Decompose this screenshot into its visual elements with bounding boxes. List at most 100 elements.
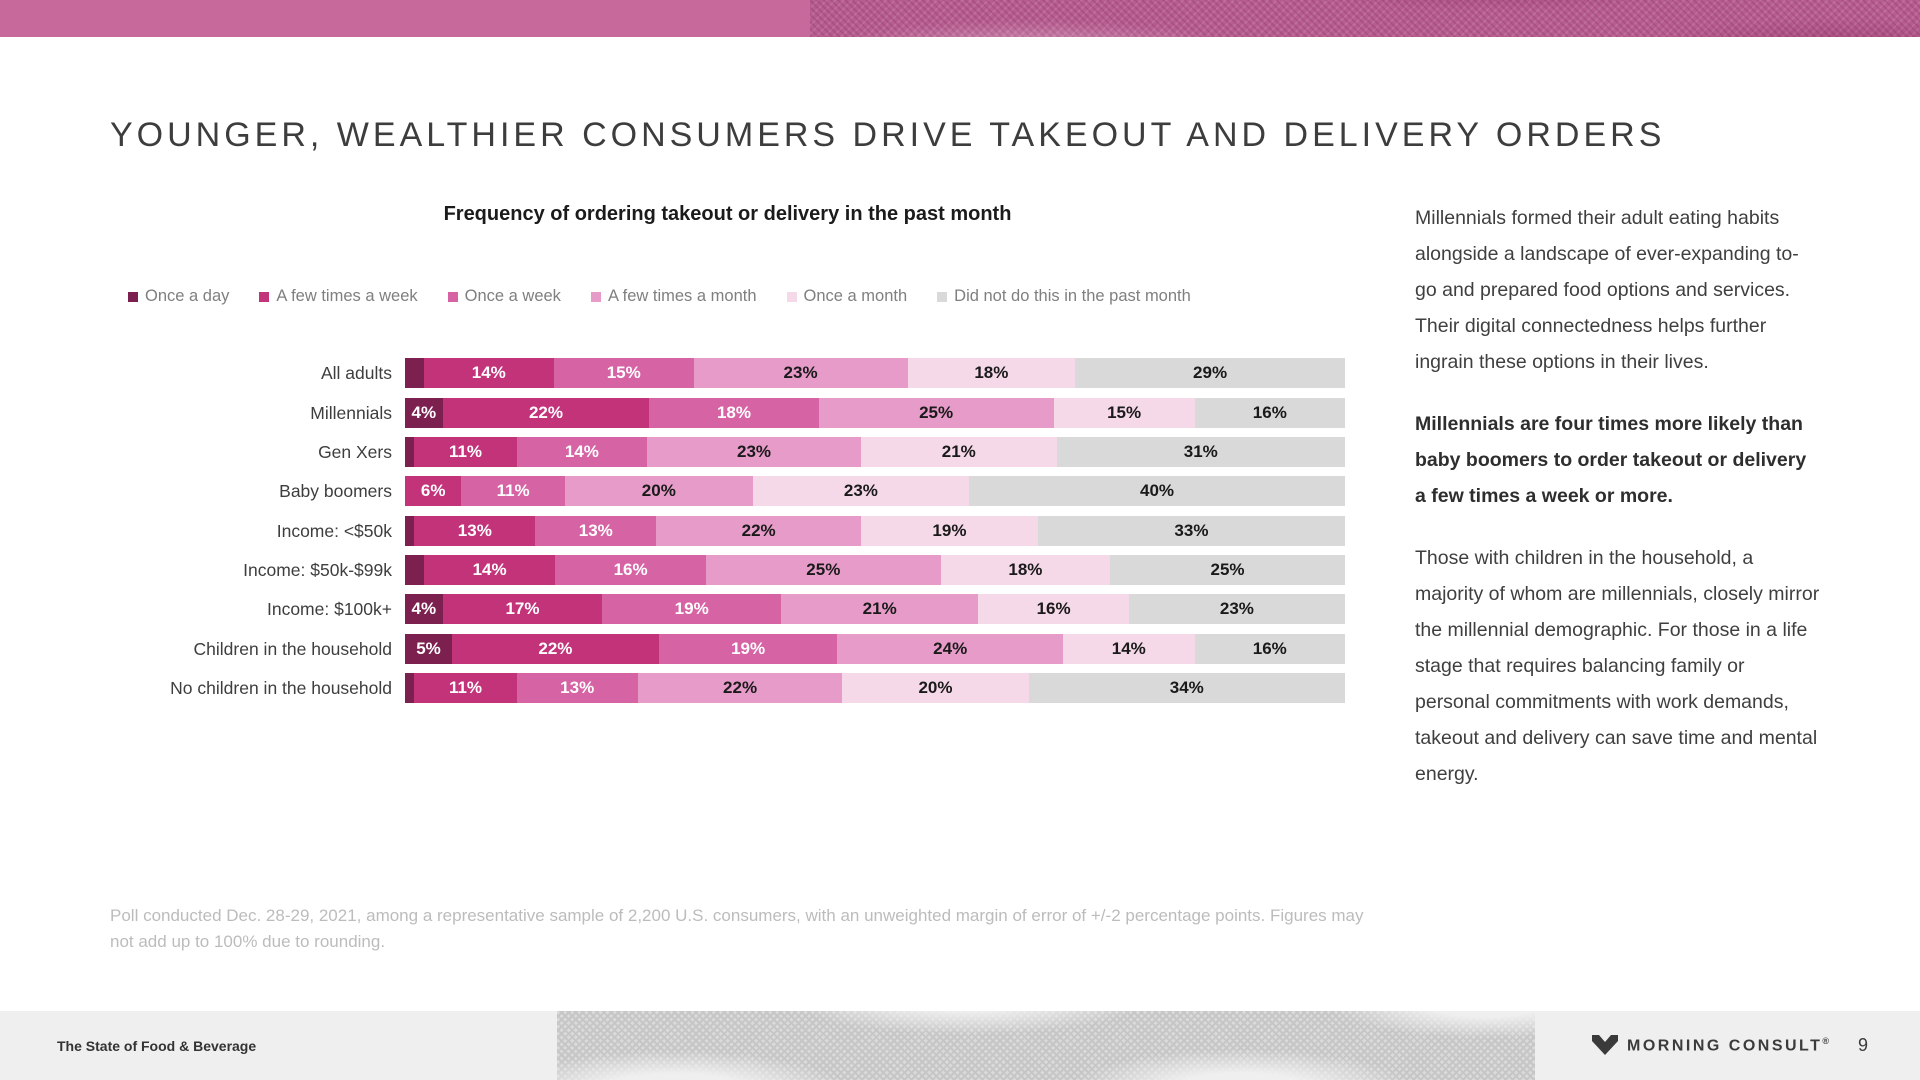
bar-segment: 15% [1053, 398, 1195, 428]
bar-segment: 29% [1075, 358, 1346, 388]
bar-segment: 16% [978, 594, 1129, 624]
bar-segment: 21% [861, 437, 1057, 467]
legend-swatch-icon [259, 291, 270, 302]
bar-row: All adults 14% 15% 23% 18% 29% [110, 358, 1346, 388]
bar-segment: 23% [646, 437, 862, 467]
bar-segment: 33% [1037, 516, 1345, 546]
bar-group: All adults 14% 15% 23% 18% 29% [110, 358, 1346, 388]
bar-row: Income: $50k-$99k 14% 16% 25% 18% 25% [110, 555, 1345, 585]
legend-swatch-icon [590, 291, 601, 302]
bar-group: Income: <$50k 13% 13% 22% 19% 33% Income: $50k… [110, 516, 1345, 624]
bar-segment [405, 516, 415, 546]
stacked-bar: 5% 22% 19% 24% 14% 16% [405, 634, 1345, 664]
bar-segment: 15% [553, 358, 694, 388]
bar-segment: 40% [969, 476, 1346, 506]
top-accent-pattern [810, 0, 1920, 37]
bar-row: Gen Xers 11% 14% 23% 21% 31% [110, 437, 1346, 467]
bar-segment: 14% [423, 358, 554, 388]
legend-label: Did not do this in the past month [954, 287, 1191, 305]
page-title: YOUNGER, WEALTHIER CONSUMERS DRIVE TAKEO… [110, 116, 1666, 154]
bar-segment: 4% [405, 594, 443, 624]
bar-segment: 25% [1110, 555, 1345, 585]
stacked-bar-chart: All adults 14% 15% 23% 18% 29% Millennials 4% 22… [110, 358, 1346, 713]
chart-title: Frequency of ordering takeout or deliver… [443, 203, 1012, 225]
brand-lockup: MORNING CONSULT® [1592, 1011, 1832, 1080]
bar-segment: 18% [649, 398, 819, 428]
bar-segment [405, 437, 415, 467]
bar-segment: 13% [516, 673, 638, 703]
report-name: The State of Food & Beverage [57, 1037, 257, 1054]
bar-segment: 14% [1062, 634, 1195, 664]
bar-row-label: Gen Xers [318, 442, 392, 462]
bar-group: Children in the household 5% 22% 19% 24% 14% 1… [110, 634, 1345, 703]
stacked-bar: 11% 13% 22% 20% 34% [405, 673, 1345, 703]
bar-segment: 22% [656, 516, 862, 546]
bar-row: Income: $100k+ 4% 17% 19% 21% 16% 23% [110, 594, 1345, 624]
bar-segment: 14% [423, 555, 556, 585]
stacked-bar: 11% 14% 23% 21% 31% [405, 437, 1346, 467]
bar-segment: 11% [414, 437, 517, 467]
bar-segment: 6% [405, 476, 462, 506]
bar-segment: 34% [1028, 673, 1345, 703]
stacked-bar: 14% 15% 23% 18% 29% [405, 358, 1346, 388]
bar-segment: 18% [907, 358, 1076, 388]
bar-segment: 24% [837, 634, 1063, 664]
bar-segment: 22% [452, 634, 659, 664]
bar-segment: 23% [752, 476, 970, 506]
bar-row-label: Income: <$50k [276, 521, 392, 541]
stacked-bar: 4% 17% 19% 21% 16% 23% [405, 594, 1345, 624]
bar-segment: 11% [461, 476, 565, 506]
bar-row-label: Income: $100k+ [266, 599, 392, 619]
brand-name: MORNING CONSULT® [1627, 1035, 1832, 1055]
top-accent-bar [0, 0, 1920, 37]
bar-segment: 19% [602, 594, 781, 624]
commentary-paragraph: Millennials formed their adult eating ha… [1415, 207, 1799, 373]
bar-segment: 13% [414, 516, 536, 546]
legend-item: Once a month [786, 287, 908, 306]
bar-row: Income: <$50k 13% 13% 22% 19% 33% [110, 516, 1345, 546]
bar-segment: 16% [555, 555, 706, 585]
bar-segment: 22% [442, 398, 650, 428]
morning-consult-logo-icon [1592, 1035, 1618, 1055]
bar-segment: 16% [1194, 398, 1345, 428]
legend-label: A few times a month [607, 287, 757, 305]
bar-row: No children in the household 11% 13% 22% 20%… [110, 673, 1345, 703]
footer-band: The State of Food & Beverage MORNING CON… [0, 1011, 1920, 1080]
bar-row-label: No children in the household [170, 678, 392, 698]
bar-row-label: Income: $50k-$99k [243, 560, 392, 580]
stacked-bar: 13% 13% 22% 19% 33% [405, 516, 1345, 546]
bar-row-label: Millennials [310, 403, 392, 423]
bar-segment: 21% [780, 594, 979, 624]
commentary-column: Millennials formed their adult eating ha… [1415, 200, 1820, 818]
bar-row-label: Children in the household [193, 639, 392, 659]
bar-row: Children in the household 5% 22% 19% 24% 14% 1… [110, 634, 1345, 664]
bar-row: Millennials 4% 22% 18% 25% 15% 16% [110, 398, 1345, 428]
bar-segment: 22% [637, 673, 843, 703]
bar-segment: 19% [861, 516, 1038, 546]
commentary-paragraph: Those with children in the household, a … [1415, 547, 1820, 785]
bar-segment: 20% [842, 673, 1029, 703]
bar-segment: 23% [1128, 594, 1345, 624]
bar-segment: 19% [658, 634, 838, 664]
footer-decorative-pattern [557, 1011, 1535, 1080]
bar-row-label: Baby boomers [279, 481, 392, 501]
bar-segment: 5% [405, 634, 452, 664]
bar-segment: 16% [1194, 634, 1345, 664]
legend-label: Once a week [464, 287, 561, 305]
bar-segment: 31% [1056, 437, 1346, 467]
bar-segment: 20% [564, 476, 753, 506]
bar-segment: 14% [516, 437, 647, 467]
bar-segment [405, 555, 424, 585]
legend-item: Did not do this in the past month [937, 287, 1191, 306]
legend-item: A few times a week [259, 287, 418, 306]
stacked-bar: 14% 16% 25% 18% 25% [405, 555, 1345, 585]
stacked-bar: 6% 11% 20% 23% 40% [405, 476, 1346, 506]
legend-swatch-icon [937, 291, 948, 302]
bar-segment: 4% [405, 398, 443, 428]
registered-mark: ® [1822, 1035, 1832, 1046]
legend-label: Once a month [803, 287, 908, 305]
stacked-bar: 4% 22% 18% 25% 15% 16% [405, 398, 1345, 428]
chart-legend: Once a day A few times a week Once a week A… [128, 287, 1358, 306]
bar-segment [405, 358, 424, 388]
